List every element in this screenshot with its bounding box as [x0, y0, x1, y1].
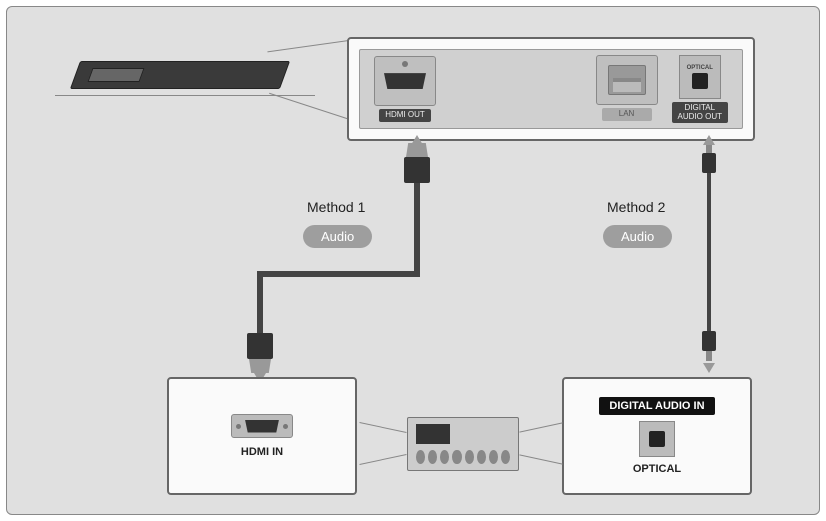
lan-port-frame [596, 55, 658, 105]
hdmi-port-icon [245, 420, 279, 433]
hdmi-in-port [231, 414, 293, 438]
arrow-up-icon [411, 135, 423, 145]
optical-plug-tip-icon [706, 351, 712, 361]
callout-line [359, 454, 406, 465]
hdmi-cable [257, 271, 420, 277]
player-device [70, 61, 290, 89]
optical-plug-body-icon [702, 331, 716, 351]
hdmi-cable [257, 271, 263, 335]
lan-port-block: LAN [596, 55, 658, 124]
method2-title: Method 2 [607, 199, 665, 215]
hdmi-plug-body-icon [247, 333, 273, 359]
hdmi-plug-bottom [247, 333, 273, 373]
hdmi-in-caption: HDMI IN [241, 446, 283, 458]
screw-icon [402, 61, 408, 67]
diagram-frame: HDMI OUT LAN OPTICAL DIGITAL AUDIO OUT [6, 6, 820, 515]
optical-plug-bottom [702, 331, 716, 361]
optical-cable [707, 173, 711, 331]
callout-line [359, 422, 406, 433]
hdmi-plug-body-icon [404, 157, 430, 183]
hdmi-plug-tip-icon [406, 143, 428, 157]
callout-line [269, 93, 357, 122]
lan-label: LAN [602, 108, 652, 121]
optical-hole-icon [649, 431, 665, 447]
method2-audio-pill: Audio [603, 225, 672, 248]
optical-in-box: DIGITAL AUDIO IN OPTICAL [562, 377, 752, 495]
optical-out-block: OPTICAL DIGITAL AUDIO OUT [672, 55, 728, 124]
hdmi-in-box: HDMI IN [167, 377, 357, 495]
callout-line [267, 39, 358, 53]
rear-panel-inner: HDMI OUT LAN OPTICAL DIGITAL AUDIO OUT [359, 49, 743, 129]
hdmi-out-port-block: HDMI OUT [374, 56, 436, 122]
optical-hole-icon [692, 73, 708, 89]
callout-line [519, 454, 562, 464]
method1-audio-pill: Audio [303, 225, 372, 248]
optical-out-port: OPTICAL [679, 55, 721, 99]
hdmi-plug-top [404, 143, 430, 183]
digital-audio-in-bar: DIGITAL AUDIO IN [599, 397, 714, 415]
optical-top-label: OPTICAL [687, 65, 713, 71]
hdmi-out-label: HDMI OUT [379, 109, 431, 122]
digital-audio-out-label: DIGITAL AUDIO OUT [672, 102, 728, 124]
amplifier-device [407, 417, 519, 471]
hdmi-port-icon [384, 73, 426, 89]
callout-line [519, 422, 562, 432]
optical-plug-body-icon [702, 153, 716, 173]
amplifier-knobs [416, 450, 510, 464]
method1-title: Method 1 [307, 199, 365, 215]
hdmi-cable [414, 183, 420, 277]
hdmi-out-port [374, 56, 436, 106]
optical-in-caption: OPTICAL [633, 463, 681, 475]
rear-panel: HDMI OUT LAN OPTICAL DIGITAL AUDIO OUT [347, 37, 755, 141]
arrow-down-icon [703, 363, 715, 373]
hdmi-plug-tip-icon [249, 359, 271, 373]
lan-port-icon [608, 65, 646, 95]
optical-plug-top [702, 143, 716, 173]
optical-in-port [639, 421, 675, 457]
arrow-up-icon [703, 135, 715, 145]
